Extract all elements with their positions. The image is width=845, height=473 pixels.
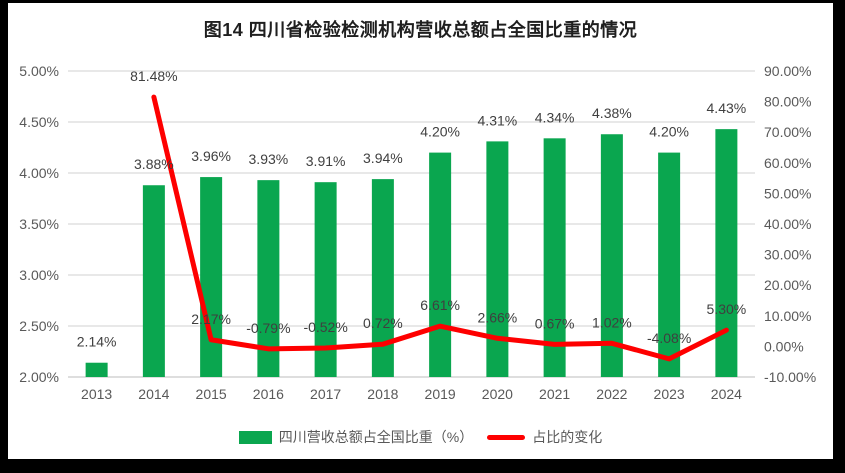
- bar-2013: [85, 362, 108, 377]
- right-axis-ticks: 90.00% 80.00% 70.00% 60.00% 50.00% 40.00% 30.0…: [764, 63, 816, 385]
- right-axis-tick: 80.00%: [764, 94, 811, 110]
- right-axis-tick: 0.00%: [764, 338, 804, 354]
- bar-label-2023: 4.20%: [649, 124, 689, 140]
- bar-label-2024: 4.43%: [707, 100, 747, 116]
- x-axis-label: 2014: [138, 386, 169, 402]
- right-axis-tick: -10.00%: [764, 369, 816, 385]
- chart-legend: 四川营收总额占全国比重（%） 占比的变化: [8, 426, 833, 448]
- x-axis-label: 2016: [253, 386, 284, 402]
- bar-2016: [257, 180, 280, 377]
- change-line-path: [151, 94, 729, 362]
- bar-2020: [486, 141, 509, 377]
- left-axis-tick: 4.00%: [19, 165, 59, 181]
- legend-item-bar: 四川营收总额占全国比重（%）: [238, 427, 474, 447]
- right-axis-tick: 10.00%: [764, 308, 811, 324]
- x-axis-label: 2018: [367, 386, 398, 402]
- bar-2022: [600, 134, 623, 377]
- bar-label-2019: 4.20%: [420, 124, 460, 140]
- line-label-2021: 0.67%: [535, 315, 575, 331]
- x-axis-label: 2024: [711, 386, 742, 402]
- line-label-2014: 81.48%: [130, 68, 177, 84]
- left-axis-tick: 3.00%: [19, 267, 59, 283]
- line-label-2015: 2.17%: [191, 311, 231, 327]
- bar-label-2020: 4.31%: [478, 112, 518, 128]
- left-axis-tick: 3.50%: [19, 216, 59, 232]
- left-axis-tick: 5.00%: [19, 63, 59, 79]
- bars: [85, 129, 738, 377]
- legend-item-line: 占比的变化: [487, 427, 602, 447]
- left-axis-tick: 4.50%: [19, 114, 59, 130]
- x-axis-label: 2020: [482, 386, 513, 402]
- line-label-2024: 5.30%: [707, 301, 747, 317]
- bar-2014: [142, 185, 165, 377]
- x-axis-label: 2013: [81, 386, 112, 402]
- bar-label-2015: 3.96%: [191, 148, 231, 164]
- line-label-2019: 6.61%: [420, 297, 460, 313]
- left-axis-tick: 2.00%: [19, 369, 59, 385]
- bar-label-2014: 3.88%: [134, 156, 174, 172]
- line-label-2023: -4.08%: [647, 330, 691, 346]
- x-axis-label: 2023: [654, 386, 685, 402]
- x-axis-label: 2015: [196, 386, 227, 402]
- bar-data-labels: 2.14% 3.88% 3.96% 3.93% 3.91% 3.94% 4.20% 4.31%…: [77, 100, 746, 350]
- bar-2024: [715, 129, 738, 377]
- x-axis-label: 2019: [425, 386, 456, 402]
- bar-label-2021: 4.34%: [535, 109, 575, 125]
- legend-line-label: 占比的变化: [532, 429, 603, 445]
- line-label-2016: -0.79%: [246, 320, 290, 336]
- line-label-2022: 1.02%: [592, 314, 632, 330]
- legend-bar-label: 四川营收总额占全国比重（%）: [278, 429, 474, 445]
- left-axis-tick: 2.50%: [19, 318, 59, 334]
- right-axis-tick: 20.00%: [764, 277, 811, 293]
- right-axis-tick: 60.00%: [764, 155, 811, 171]
- right-axis-tick: 90.00%: [764, 63, 811, 79]
- line-series-swatch-icon: [487, 434, 526, 440]
- bar-2021: [543, 138, 566, 377]
- bar-series-swatch-icon: [238, 430, 272, 444]
- line-label-2018: 0.72%: [363, 315, 403, 331]
- right-axis-tick: 40.00%: [764, 216, 811, 232]
- x-axis-label: 2021: [539, 386, 570, 402]
- bar-label-2013: 2.14%: [77, 334, 117, 350]
- left-axis-ticks: 5.00% 4.50% 4.00% 3.50% 3.00% 2.50% 2.00%: [19, 63, 59, 385]
- chart-canvas: 5.00% 4.50% 4.00% 3.50% 3.00% 2.50% 2.00% 90.00…: [19, 63, 816, 402]
- bar-label-2016: 3.93%: [249, 151, 289, 167]
- right-axis-tick: 50.00%: [764, 185, 811, 201]
- right-axis-tick: 30.00%: [764, 247, 811, 263]
- bar-label-2022: 4.38%: [592, 105, 632, 121]
- x-axis-label: 2022: [596, 386, 627, 402]
- x-axis-label: 2017: [310, 386, 341, 402]
- chart-title: 图14 四川省检验检测机构营收总额占全国比重的情况: [203, 20, 638, 40]
- bar-2015: [200, 177, 223, 377]
- bar-2018: [371, 179, 394, 377]
- right-axis-tick: 70.00%: [764, 124, 811, 140]
- x-axis-labels: 2013 2014 2015 2016 2017 2018 2019 2020 2021 2022…: [81, 386, 742, 402]
- bar-2019: [429, 152, 452, 377]
- change-line: [151, 94, 729, 362]
- bar-2017: [314, 182, 337, 377]
- line-label-2017: -0.52%: [303, 319, 347, 335]
- bar-label-2018: 3.94%: [363, 150, 403, 166]
- line-label-2020: 2.66%: [478, 309, 518, 325]
- bar-2023: [658, 152, 681, 377]
- line-data-labels: 81.48% 2.17% -0.79% -0.52% 0.72% 6.61% 2.66% 0.…: [130, 68, 746, 346]
- bar-label-2017: 3.91%: [306, 153, 346, 169]
- chart-panel: 5.00% 4.50% 4.00% 3.50% 3.00% 2.50% 2.00% 90.00…: [8, 3, 833, 459]
